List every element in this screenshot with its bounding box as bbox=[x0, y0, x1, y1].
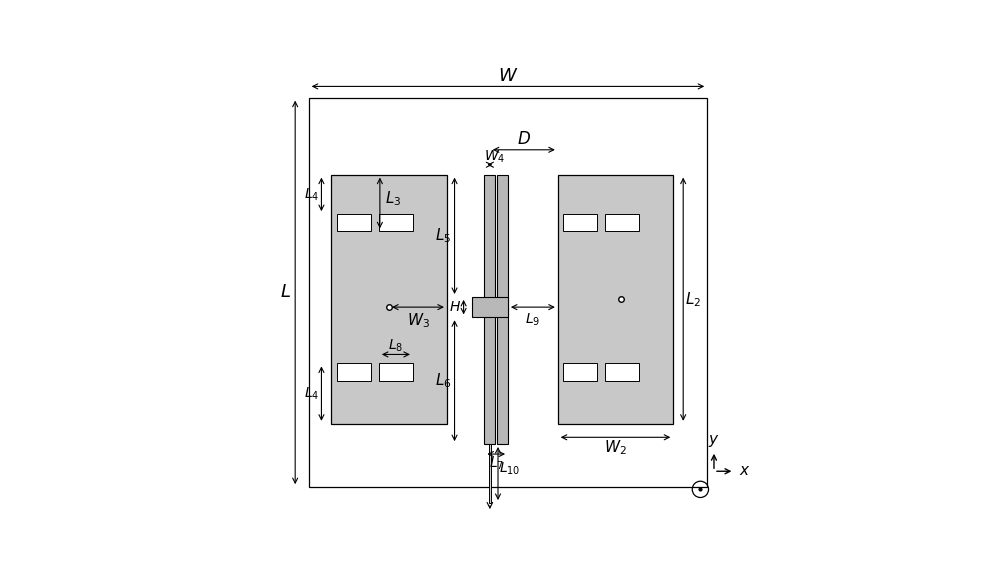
Bar bbox=[489, 444, 491, 503]
Text: $D$: $D$ bbox=[517, 131, 531, 148]
Bar bbox=[484, 175, 495, 444]
Bar bbox=[379, 214, 413, 231]
Text: $H$: $H$ bbox=[449, 300, 461, 314]
Text: $W_3$: $W_3$ bbox=[407, 312, 429, 330]
Bar bbox=[563, 363, 597, 380]
Text: $W$: $W$ bbox=[498, 68, 518, 85]
Text: $L_8$: $L_8$ bbox=[388, 337, 404, 353]
Text: $L_4$: $L_4$ bbox=[304, 385, 319, 402]
Text: $L_{10}$: $L_{10}$ bbox=[499, 461, 520, 477]
Bar bbox=[558, 175, 673, 424]
Bar bbox=[605, 214, 639, 231]
Bar bbox=[497, 175, 508, 444]
Text: $W_4$: $W_4$ bbox=[484, 148, 505, 165]
Text: $x$: $x$ bbox=[739, 465, 750, 478]
Text: $y$: $y$ bbox=[708, 433, 720, 449]
Bar bbox=[472, 297, 508, 318]
Bar bbox=[331, 175, 447, 424]
Text: $L_9$: $L_9$ bbox=[525, 312, 540, 328]
Text: $L_6$: $L_6$ bbox=[435, 372, 452, 390]
Bar bbox=[379, 363, 413, 380]
Text: $L_5$: $L_5$ bbox=[435, 226, 451, 245]
Text: $L$: $L$ bbox=[280, 283, 291, 302]
Bar bbox=[605, 363, 639, 380]
Bar bbox=[337, 214, 371, 231]
Text: $W_2$: $W_2$ bbox=[604, 438, 627, 457]
Text: $L_3$: $L_3$ bbox=[385, 189, 402, 208]
Bar bbox=[337, 363, 371, 380]
Bar bbox=[563, 214, 597, 231]
Text: $L_2$: $L_2$ bbox=[685, 290, 701, 309]
Text: $L_4$: $L_4$ bbox=[304, 186, 319, 203]
Bar bbox=[309, 98, 707, 487]
Text: $L_7$: $L_7$ bbox=[489, 456, 504, 472]
